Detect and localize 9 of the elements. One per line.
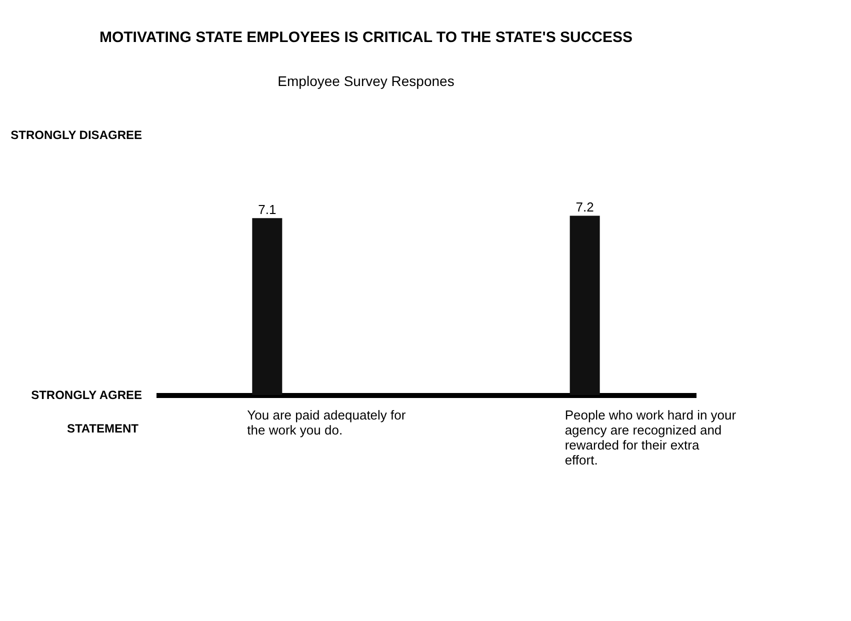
x-tick-label: You are paid adequately for the work you do. (247, 408, 406, 438)
chart-title: MOTIVATING STATE EMPLOYEES IS CRITICAL TO THE STATE'S SUCCESS (99, 29, 633, 46)
data-label: 7.1 (258, 202, 276, 218)
x-tick-label: People who work hard in your agency are recognized and rewarded for their extra effort. (564, 408, 737, 468)
x-axis-title: STATEMENT (66, 422, 140, 436)
chart-subtitle: Employee Survey Respones (278, 73, 454, 89)
text: STRONGLY AGREE (31, 388, 142, 402)
text: STRONGLY DISAGREE (10, 128, 142, 142)
data-label: 7.2 (576, 200, 594, 215)
